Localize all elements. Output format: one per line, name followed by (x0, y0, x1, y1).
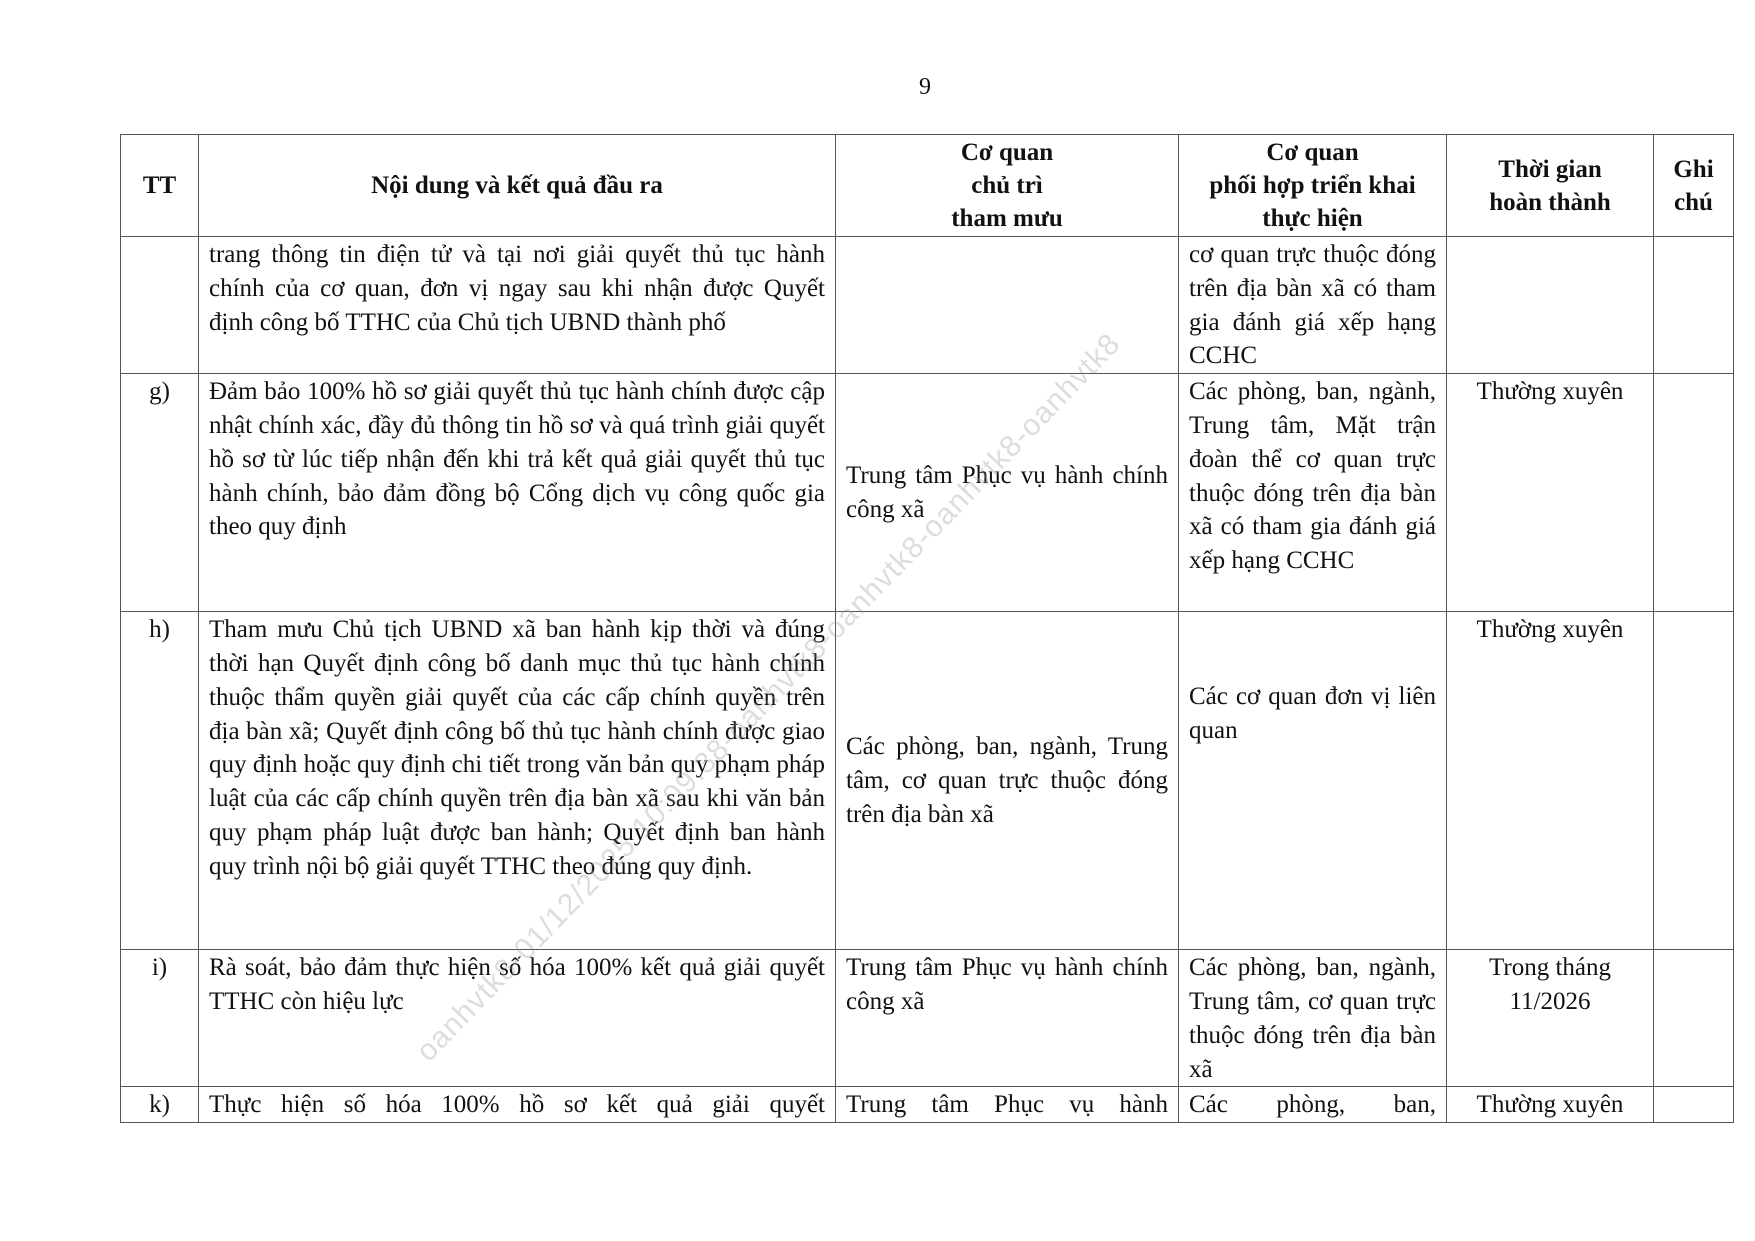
cell-note (1653, 949, 1734, 1088)
cell-content: trang thông tin điện tử và tại nơi giải … (198, 235, 836, 375)
table-row: h) Tham mưu Chủ tịch UBND xã ban hành kị… (120, 611, 1734, 951)
cell-coord: Các phòng, ban, ngành, Trung tâm, Mặt tr… (1178, 373, 1447, 613)
cell-content: Rà soát, bảo đảm thực hiện số hóa 100% k… (198, 949, 836, 1088)
cell-lead: Trung tâm Phục vụ hành chính công xã (835, 949, 1179, 1088)
cell-tt: k) (120, 1086, 199, 1124)
cell-tt: i) (120, 949, 199, 1088)
header-time-line: hoàn thành (1489, 188, 1611, 216)
cell-content: Tham mưu Chủ tịch UBND xã ban hành kịp t… (198, 611, 836, 951)
header-note: Ghi chú (1653, 134, 1734, 237)
cell-lead: Trung tâm Phục vụ hành chính công xã (835, 373, 1179, 613)
header-lead-line: Cơ quan (960, 139, 1054, 166)
table-header-row: TT Nội dung và kết quả đầu ra Cơ quan chủ… (120, 134, 1734, 237)
header-time: Thời gian hoàn thành (1446, 134, 1654, 237)
page-number: 9 (919, 74, 931, 100)
cell-coord: Các phòng, ban, (1178, 1086, 1447, 1124)
cell-lead: Các phòng, ban, ngành, Trung tâm, cơ qua… (835, 611, 1179, 951)
cell-coord: Các phòng, ban, ngành, Trung tâm, cơ qua… (1178, 949, 1447, 1088)
header-lead: Cơ quan chủ trì tham mưu (835, 134, 1179, 237)
header-note-line: chú (1674, 188, 1713, 216)
cell-note (1653, 611, 1734, 951)
table-row: k) Thực hiện số hóa 100% hồ sơ kết quả g… (120, 1086, 1734, 1124)
cell-note (1653, 1086, 1734, 1124)
header-lead-line: chủ trì (971, 172, 1043, 199)
cell-content: Thực hiện số hóa 100% hồ sơ kết quả giải… (198, 1086, 836, 1124)
cell-note (1653, 373, 1734, 613)
cell-coord: Các cơ quan đơn vị liên quan (1178, 611, 1447, 951)
cell-tt (120, 235, 199, 375)
table-row: trang thông tin điện tử và tại nơi giải … (120, 235, 1734, 375)
header-tt: TT (120, 134, 199, 237)
cell-lead (835, 235, 1179, 375)
cell-time: Thường xuyên (1446, 1086, 1654, 1124)
header-content: Nội dung và kết quả đầu ra (198, 134, 836, 237)
cell-time (1446, 235, 1654, 375)
plan-table: TT Nội dung và kết quả đầu ra Cơ quan chủ… (120, 134, 1734, 1124)
header-time-line: Thời gian (1498, 155, 1602, 183)
cell-coord: cơ quan trực thuộc đóng trên địa bàn xã … (1178, 235, 1447, 375)
header-note-line: Ghi (1673, 155, 1714, 183)
header-coord-line: Cơ quan (1266, 139, 1359, 166)
cell-content: Đảm bảo 100% hồ sơ giải quyết thủ tục hà… (198, 373, 836, 613)
header-coord: Cơ quan phối hợp triển khai thực hiện (1178, 134, 1447, 237)
cell-note (1653, 235, 1734, 375)
cell-time: Thường xuyên (1446, 611, 1654, 951)
cell-lead: Trung tâm Phục vụ hành (835, 1086, 1179, 1124)
cell-time: Trong tháng 11/2026 (1446, 949, 1654, 1088)
header-coord-line: phối hợp triển khai (1209, 172, 1416, 199)
header-lead-line: tham mưu (951, 205, 1063, 232)
cell-tt: h) (120, 611, 199, 951)
cell-time: Thường xuyên (1446, 373, 1654, 613)
header-coord-line: thực hiện (1262, 205, 1363, 232)
cell-tt: g) (120, 373, 199, 613)
table-row: g) Đảm bảo 100% hồ sơ giải quyết thủ tục… (120, 373, 1734, 613)
table-row: i) Rà soát, bảo đảm thực hiện số hóa 100… (120, 949, 1734, 1088)
